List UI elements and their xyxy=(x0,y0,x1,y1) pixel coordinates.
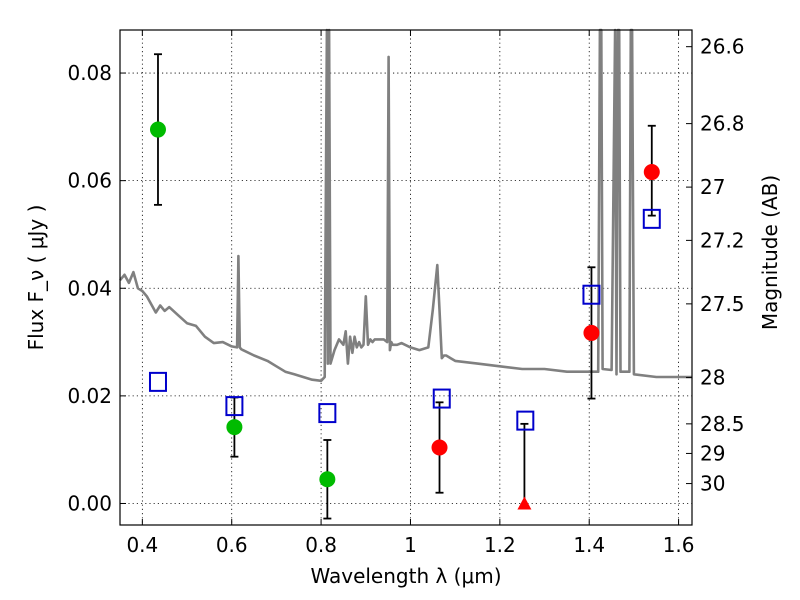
y2-axis-label: Magnitude (AB) xyxy=(758,175,782,330)
y-tick-label: 0.00 xyxy=(67,491,112,515)
upper-limit-point xyxy=(517,496,532,510)
ticks xyxy=(120,30,692,525)
y2-tick-label: 26.6 xyxy=(700,35,745,59)
plot-frame xyxy=(119,29,693,526)
y2-tick-label: 28.5 xyxy=(700,412,745,436)
x-tick-label: 1.2 xyxy=(484,533,516,557)
y2-tick-label: 28 xyxy=(700,366,725,390)
data-points xyxy=(148,121,661,510)
x-tick-label: 1.6 xyxy=(663,533,695,557)
y-tick-label: 0.06 xyxy=(67,169,112,193)
data-point xyxy=(319,471,336,488)
data-point xyxy=(431,439,448,456)
tick-labels: 0.4 0.6 0.8 1 1.2 1.4 1.6 0.00 0.02 0.04 0.06 0.08 2… xyxy=(67,35,744,557)
y-tick-label: 0.04 xyxy=(67,276,112,300)
model-square-point xyxy=(432,388,451,409)
x-tick-label: 1.4 xyxy=(573,533,605,557)
model-square-point xyxy=(642,208,661,229)
x-axis-label: Wavelength λ (μm) xyxy=(310,564,501,588)
y2-tick-label: 27.5 xyxy=(700,292,745,316)
data-point xyxy=(149,121,166,138)
model-square-point xyxy=(582,284,601,305)
model-square-point xyxy=(148,371,167,392)
x-tick-label: 0.8 xyxy=(305,533,337,557)
x-tick-label: 0.4 xyxy=(126,533,158,557)
model-square-point xyxy=(516,410,535,431)
grid xyxy=(120,30,692,525)
model-square-point xyxy=(318,403,337,424)
model-spectrum-line xyxy=(119,28,692,383)
y2-tick-label: 30 xyxy=(700,472,725,496)
data-point xyxy=(583,324,600,341)
y2-tick-label: 27 xyxy=(700,175,725,199)
y2-tick-label: 26.8 xyxy=(700,112,745,136)
x-tick-label: 0.6 xyxy=(216,533,248,557)
y-axis-label: Flux F_ν ( μJy ) xyxy=(24,205,48,351)
model-square-point xyxy=(225,396,244,417)
y2-tick-label: 29 xyxy=(700,441,725,465)
x-tick-label: 1 xyxy=(404,533,417,557)
data-point xyxy=(643,164,660,181)
model-spectrum xyxy=(119,28,692,383)
y-tick-label: 0.02 xyxy=(67,384,112,408)
y2-tick-label: 27.2 xyxy=(700,228,745,252)
y-tick-label: 0.08 xyxy=(67,61,112,85)
data-point xyxy=(226,419,243,436)
